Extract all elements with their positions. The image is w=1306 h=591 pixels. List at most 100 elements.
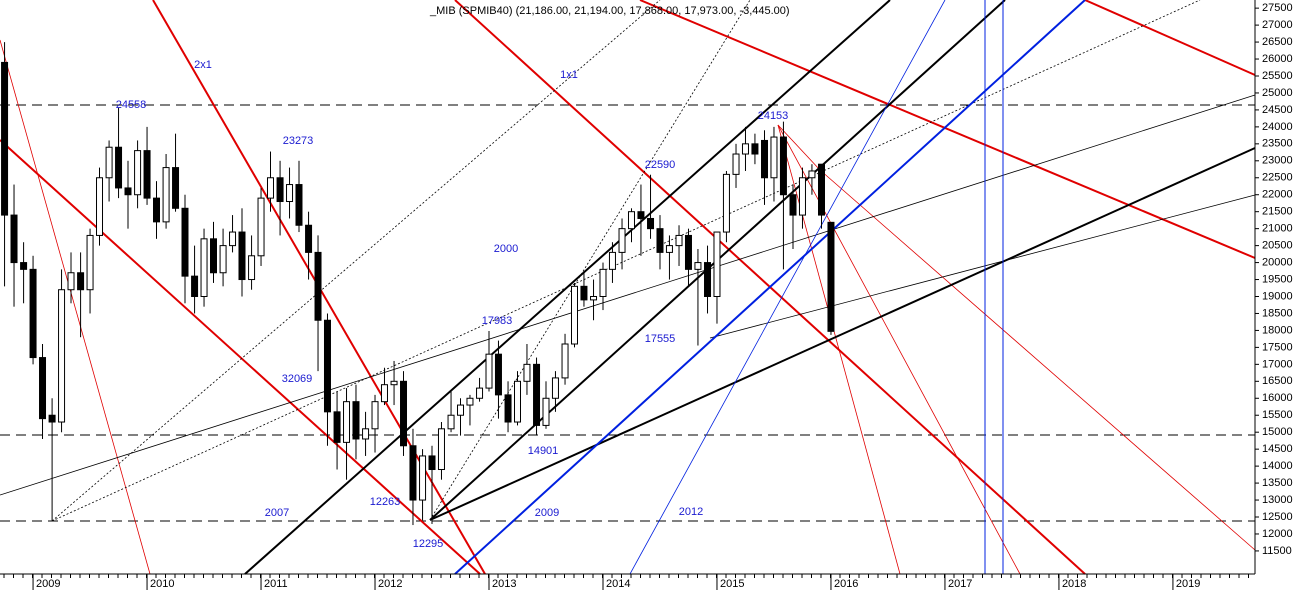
candle-body <box>400 380 408 447</box>
candle-body <box>457 404 465 416</box>
annotation: 22590 <box>645 159 676 171</box>
candle-body <box>789 194 797 216</box>
trend-line <box>709 194 1256 339</box>
candle-body <box>105 146 113 179</box>
candle-body <box>533 363 541 426</box>
candle-body <box>115 146 123 189</box>
chart-title: _MIB (SPMIB40) (21,186.00, 21,194.00, 17… <box>429 5 790 17</box>
annotation: 17555 <box>645 333 676 345</box>
candle-body <box>779 136 787 196</box>
candle-body <box>333 411 341 443</box>
candle-body <box>561 343 569 379</box>
candle-body <box>732 153 740 175</box>
y-tick-label: 19500 <box>1262 273 1293 285</box>
candles <box>1 42 835 526</box>
candle-body <box>580 285 588 301</box>
y-tick-label: 12500 <box>1262 511 1293 523</box>
candle-body <box>286 184 294 203</box>
annotation: 12295 <box>413 538 444 550</box>
trend-line <box>819 169 1256 551</box>
trend-line <box>777 124 901 575</box>
candle-body <box>447 414 455 430</box>
x-tick-label: 2017 <box>948 578 972 590</box>
candle-body <box>704 262 712 297</box>
candle-body <box>798 177 806 216</box>
candle-body <box>466 397 474 406</box>
x-tick-label: 2015 <box>720 578 744 590</box>
candle-body <box>191 275 199 297</box>
candle-body <box>352 401 360 440</box>
candle-body <box>209 238 217 274</box>
candle-body <box>713 231 721 297</box>
candle-body <box>761 139 769 179</box>
candle-body <box>1 61 9 216</box>
candle-body <box>124 187 132 196</box>
candle-body <box>380 384 388 403</box>
y-tick-label: 17000 <box>1262 358 1293 370</box>
candle-body <box>323 319 331 413</box>
candle-body <box>504 394 512 423</box>
candle-body <box>390 380 398 386</box>
candle-body <box>314 251 322 321</box>
y-tick-label: 25000 <box>1262 87 1293 99</box>
candle-body <box>10 214 18 264</box>
trend-line <box>0 94 1256 496</box>
annotation: 2007 <box>265 507 289 519</box>
trend-line <box>429 147 1256 521</box>
candle-body <box>229 231 237 247</box>
candle-body <box>39 357 47 420</box>
candle-body <box>722 173 730 233</box>
y-tick-label: 17500 <box>1262 341 1293 353</box>
candle-body <box>542 397 550 426</box>
y-tick-label: 14000 <box>1262 460 1293 472</box>
trend-line <box>777 124 821 171</box>
y-tick-label: 19000 <box>1262 290 1293 302</box>
candle-body <box>476 387 484 399</box>
candle-body <box>86 234 94 291</box>
y-tick-label: 24500 <box>1262 104 1293 116</box>
x-tick-label: 2009 <box>36 578 60 590</box>
annotation: 2000 <box>494 243 518 255</box>
candle-body <box>637 211 645 219</box>
candle-body <box>818 163 826 216</box>
annotation: 24153 <box>758 110 789 122</box>
x-tick-label: 2012 <box>378 578 402 590</box>
candle-body <box>694 262 702 270</box>
y-tick-label: 13500 <box>1262 477 1293 489</box>
y-tick-label: 12000 <box>1262 528 1293 540</box>
y-tick-label: 25500 <box>1262 70 1293 82</box>
y-tick-label: 14500 <box>1262 443 1293 455</box>
y-tick-label: 11500 <box>1262 545 1292 557</box>
x-tick-label: 2016 <box>834 578 858 590</box>
candle-body <box>656 228 664 253</box>
candle-body <box>343 401 351 443</box>
candle-body <box>266 177 274 199</box>
y-tick-label: 27000 <box>1262 19 1293 31</box>
candle-body <box>248 255 256 281</box>
candle-body <box>371 401 379 430</box>
candle-body <box>409 445 417 501</box>
y-tick-label: 21000 <box>1262 223 1293 235</box>
candle-body <box>181 207 189 277</box>
annotation: 1x1 <box>560 69 578 81</box>
candle-body <box>675 234 683 247</box>
annotation: 2009 <box>535 507 559 519</box>
candle-body <box>770 136 778 179</box>
annotation: 12263 <box>370 496 401 508</box>
candle-body <box>599 268 607 297</box>
trend-line <box>629 0 946 575</box>
candle-body <box>305 224 313 253</box>
x-tick-label: 2019 <box>1176 578 1200 590</box>
candle-body <box>238 231 246 281</box>
y-tick-label: 22000 <box>1262 189 1293 201</box>
candle-body <box>494 353 502 396</box>
y-tick-label: 16000 <box>1262 392 1293 404</box>
trend-line <box>429 0 751 521</box>
candle-body <box>77 272 85 291</box>
candle-body <box>172 167 180 209</box>
y-tick-label: 23500 <box>1262 138 1293 150</box>
candle-body <box>419 455 427 501</box>
candle-body <box>608 251 616 270</box>
